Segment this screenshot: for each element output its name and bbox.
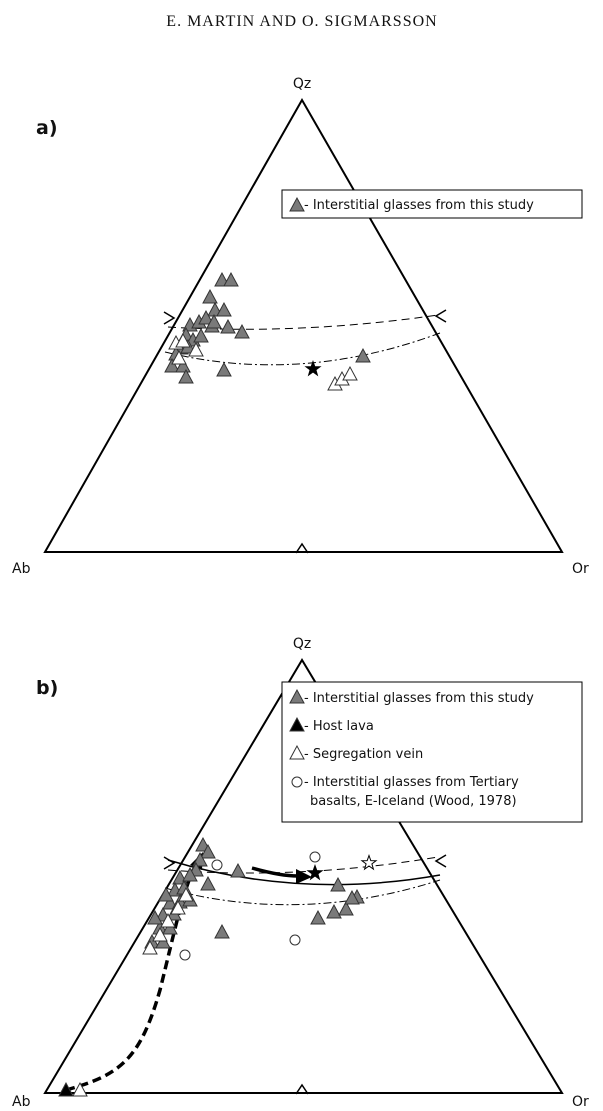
cotectic-curve: [164, 332, 441, 366]
circle-marker: [211, 859, 223, 871]
cotectic-curve: [167, 314, 439, 330]
legend-entry: - Segregation vein: [304, 747, 423, 762]
triangle-marker: [289, 744, 305, 760]
triangle-marker: [200, 875, 216, 891]
apex-label: Qz: [293, 636, 311, 652]
triangle-marker: [175, 357, 191, 373]
ternary-frame: [43, 97, 564, 553]
circle-marker: [309, 851, 321, 863]
triangle-marker: [142, 939, 158, 955]
legend-entry: - Interstitial glasses from this study: [304, 691, 534, 706]
triangle-marker: [214, 923, 230, 939]
panel-label: a): [36, 117, 58, 139]
circle-marker: [289, 934, 301, 946]
triangle-marker: [342, 365, 358, 381]
vertex-label: Or: [572, 1094, 589, 1110]
triangle-marker: [289, 688, 305, 704]
triangle-marker: [192, 851, 208, 867]
triangle-marker: [216, 361, 232, 377]
panel-a: Qz a) Ab Or - Interstitial glasses from …: [12, 76, 589, 577]
legend-box: [281, 189, 583, 219]
vertex-label: Ab: [12, 561, 31, 577]
triangle-marker: [147, 909, 163, 925]
triangle-marker: [202, 288, 218, 304]
triangle-marker: [158, 886, 174, 902]
data-points: [58, 688, 378, 1097]
cotectic-curve: [164, 879, 441, 906]
axis-ticks: [163, 854, 447, 1095]
axis-ticks: [163, 309, 447, 554]
triangle-marker: [220, 318, 236, 334]
legend-entry: - Interstitial glasses from this study: [304, 198, 534, 213]
triangle-marker: [193, 327, 209, 343]
legend-box: [281, 681, 583, 823]
triangle-marker: [182, 866, 198, 882]
triangle-marker: [178, 886, 194, 902]
apex-label: Qz: [293, 76, 311, 92]
circle-marker: [291, 776, 303, 788]
triangle-marker: [171, 349, 187, 365]
triangle-marker: [206, 313, 222, 329]
triangle-marker: [170, 899, 186, 915]
star-marker: [306, 863, 324, 881]
triangle-marker: [198, 309, 214, 325]
legend-entry: - Interstitial glasses from Tertiary: [304, 775, 519, 790]
arrow-head: [296, 869, 312, 884]
triangle-marker: [355, 347, 371, 363]
triangle-marker: [200, 843, 216, 859]
panel-label: b): [36, 677, 58, 699]
star-marker: [360, 853, 378, 871]
triangle-marker: [326, 903, 342, 919]
cotectic-curve: [167, 856, 439, 874]
legend-entry: basalts, E-Iceland (Wood, 1978): [310, 794, 517, 809]
triangle-marker: [164, 357, 180, 373]
triangle-marker: [178, 368, 194, 384]
triangle-marker: [72, 1081, 88, 1097]
panel-b: Qz b) Ab Or - Interstitial glasses from …: [12, 636, 589, 1110]
star-marker: [304, 359, 322, 377]
legend-entry: - Host lava: [304, 719, 374, 734]
triangle-marker: [188, 341, 204, 357]
triangle-marker: [216, 301, 232, 317]
vertex-label: Or: [572, 561, 589, 577]
running-header: E. MARTIN AND O. SIGMARSSON: [166, 13, 437, 30]
triangle-marker: [162, 894, 178, 910]
triangle-marker: [338, 900, 354, 916]
triangle-marker: [234, 323, 250, 339]
vertex-label: Ab: [12, 1094, 31, 1110]
triangle-marker: [175, 332, 191, 348]
triangle-marker: [344, 889, 360, 905]
triangle-marker: [230, 862, 246, 878]
triangle-marker: [330, 876, 346, 892]
triangle-marker: [223, 271, 239, 287]
trend-arrow: [251, 866, 299, 878]
triangle-marker: [289, 716, 305, 732]
trend-arrow: [65, 860, 200, 1092]
circle-marker: [179, 949, 191, 961]
triangle-marker: [152, 926, 168, 942]
data-points: [164, 196, 371, 391]
triangle-marker: [289, 196, 305, 212]
triangle-marker: [58, 1081, 74, 1097]
triangle-marker: [160, 912, 176, 928]
triangle-marker: [310, 909, 326, 925]
